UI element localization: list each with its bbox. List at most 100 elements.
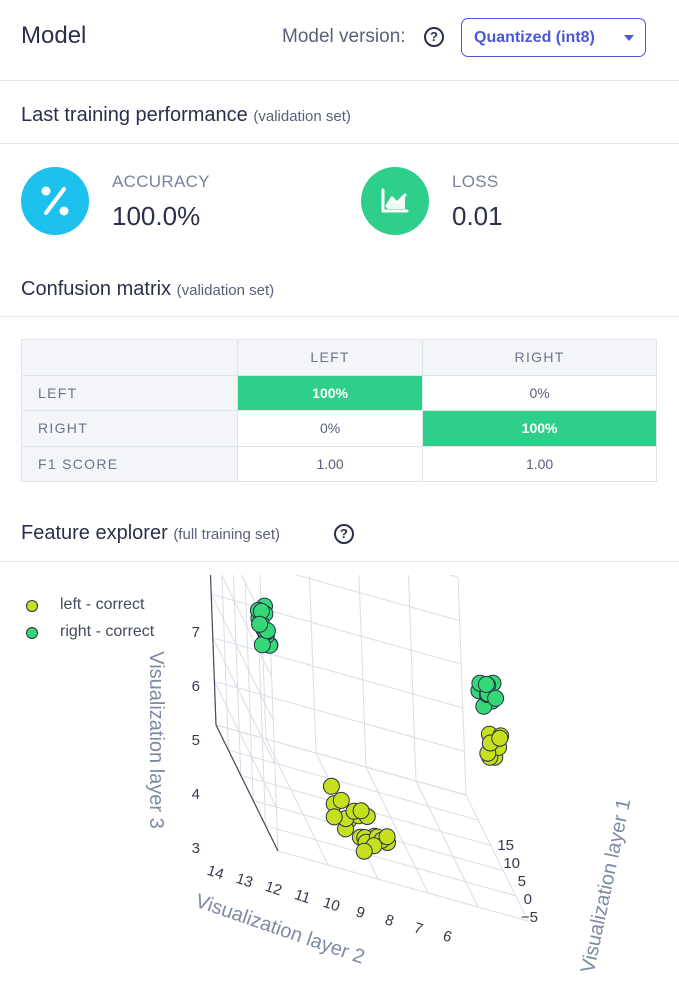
- confusion-matrix: LEFT RIGHT LEFT 100% 0% RIGHT 0% 100% F1…: [21, 339, 657, 482]
- loss-label: LOSS: [452, 172, 499, 191]
- x-tick-label: 0: [524, 891, 532, 908]
- y-tick-label: 7: [412, 919, 425, 938]
- grid-line: [415, 780, 479, 908]
- grid-line: [308, 575, 317, 754]
- grid-line: [358, 575, 367, 768]
- legend-label: left - correct: [60, 596, 145, 613]
- scatter-point: [332, 791, 350, 809]
- scatter-point: [325, 808, 343, 826]
- confusion-title: Confusion matrix: [21, 278, 172, 300]
- table-row: LEFT 100% 0%: [21, 374, 657, 411]
- legend-swatch: [26, 600, 38, 612]
- y-axis-title: Visualization layer 2: [192, 890, 367, 969]
- grid-line: [221, 575, 229, 751]
- page-title: Model: [21, 22, 87, 49]
- chevron-down-icon: [624, 35, 634, 41]
- help-icon[interactable]: ?: [334, 524, 354, 544]
- grid-line: [457, 576, 467, 796]
- grid-line: [407, 575, 417, 782]
- y-tick-label: 13: [234, 870, 255, 891]
- row-header-right: RIGHT: [21, 410, 238, 447]
- x-tick-label: −5: [521, 909, 538, 926]
- x-tick-label: 5: [518, 873, 526, 890]
- model-version-value: Quantized (int8): [474, 29, 595, 46]
- grid-line: [221, 575, 273, 677]
- legend-label: right - correct: [60, 623, 155, 640]
- grid-line: [265, 825, 516, 897]
- grid-line: [265, 738, 329, 866]
- y-tick-label: 10: [321, 894, 342, 915]
- scatter-point: [355, 842, 373, 860]
- divider: [0, 561, 679, 562]
- divider: [0, 143, 679, 144]
- column-header-right: RIGHT: [422, 339, 657, 376]
- matrix-cell: 100%: [422, 410, 657, 447]
- y-tick-label: 11: [292, 886, 312, 907]
- grid-line: [365, 766, 429, 894]
- y-tick-label: 8: [383, 911, 396, 930]
- model-header: Model Model version: ? Quantized (int8): [0, 0, 679, 80]
- grid-line: [449, 575, 459, 578]
- legend-swatch: [26, 627, 38, 639]
- y-tick-label: 9: [354, 903, 367, 922]
- z-axis-title: Visualization layer 3: [145, 651, 167, 829]
- model-version-select[interactable]: Quantized (int8): [461, 18, 646, 57]
- scatter-point: [487, 689, 505, 707]
- x-tick-label: 10: [503, 855, 520, 872]
- grid-line: [213, 681, 277, 808]
- z-tick-label: 3: [192, 840, 200, 857]
- scatter-point: [322, 777, 340, 795]
- model-version-label: Model version:: [282, 26, 406, 47]
- confusion-subtitle: (validation set): [176, 282, 275, 299]
- table-header-row: LEFT RIGHT: [21, 339, 657, 376]
- table-corner-cell: [21, 339, 238, 376]
- y-tick-label: 6: [441, 927, 454, 946]
- z-tick-label: 4: [192, 786, 200, 803]
- grid-line: [244, 582, 254, 801]
- features-title: Feature explorer: [21, 522, 168, 544]
- grid-line: [294, 575, 460, 622]
- table-row: F1 SCORE 1.00 1.00: [21, 445, 657, 482]
- help-icon[interactable]: ?: [424, 27, 444, 47]
- grid-line: [232, 575, 242, 776]
- accuracy-label: ACCURACY: [112, 172, 210, 191]
- scatter-point: [477, 675, 495, 693]
- performance-subtitle: (validation set): [253, 108, 351, 125]
- grid-line: [277, 850, 529, 922]
- grid-line: [228, 749, 479, 821]
- grid-line: [210, 593, 274, 721]
- matrix-cell: 100%: [236, 374, 424, 411]
- scatter-point: [491, 729, 509, 747]
- features-subtitle: (full training set): [173, 526, 281, 543]
- grid-line: [212, 637, 276, 765]
- grid-line: [465, 794, 529, 922]
- matrix-cell: 1.00: [236, 445, 424, 482]
- z-tick-label: 7: [192, 624, 200, 641]
- divider: [0, 316, 679, 317]
- performance-title: Last training performance: [21, 104, 248, 126]
- features-section-title: Feature explorer (full training set): [21, 522, 280, 545]
- x-axis-title: Visualization layer 1: [577, 797, 635, 975]
- axis-line: [215, 724, 279, 852]
- scatter-point: [253, 636, 271, 654]
- axis-line: [209, 575, 217, 726]
- grid-line: [212, 637, 463, 709]
- accuracy-value: 100.0%: [112, 201, 201, 231]
- percent-icon: [21, 167, 89, 235]
- z-tick-label: 5: [192, 732, 200, 749]
- scatter-point: [251, 615, 269, 633]
- row-header-f1: F1 SCORE: [21, 445, 238, 482]
- grid-line: [215, 724, 467, 796]
- column-header-left: LEFT: [236, 339, 424, 376]
- matrix-cell: 0%: [422, 374, 657, 411]
- matrix-cell: 1.00: [422, 445, 657, 482]
- matrix-cell: 0%: [236, 410, 424, 447]
- row-header-left: LEFT: [21, 374, 238, 411]
- confusion-section-title: Confusion matrix (validation set): [21, 278, 274, 301]
- divider: [0, 80, 679, 81]
- y-tick-label: 14: [205, 862, 226, 883]
- x-tick-label: 15: [497, 837, 514, 854]
- z-tick-label: 6: [192, 678, 200, 695]
- grid-line: [269, 632, 279, 852]
